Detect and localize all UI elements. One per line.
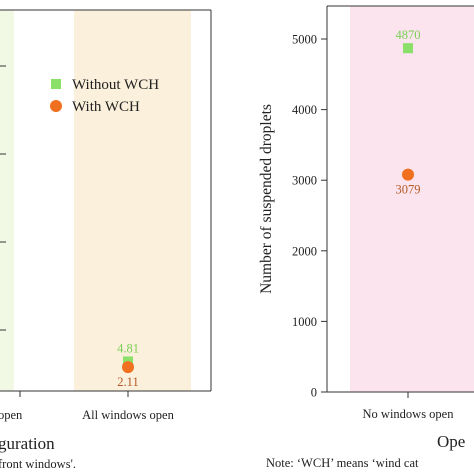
left-band-1	[0, 10, 14, 391]
right-note: Note: ‘WCH’ means ‘wind cat	[266, 456, 419, 470]
right-y-tick-label-2: 2000	[292, 244, 317, 258]
right-point-without-wch	[403, 43, 413, 54]
legend-without-wch-marker	[51, 79, 61, 89]
legend-without-wch-label: Without WCH	[72, 77, 159, 93]
right-y-tick-label-5: 5000	[292, 33, 317, 47]
left-data-label-with-wch: 2.11	[117, 375, 138, 389]
right-y-axis-label: Number of suspended droplets	[258, 104, 275, 294]
right-data-label-without-wch: 4870	[396, 28, 421, 42]
left-note: front windows'.	[0, 457, 76, 471]
right-x-axis-label: Ope	[437, 432, 465, 451]
left-x-tick-label-2: All windows open	[82, 408, 174, 422]
right-y-tick-label-0: 0	[311, 386, 317, 400]
right-chart-panel: 0 1000 2000 3000 4000 5000 Number of suspende…	[258, 5, 474, 470]
right-x-tick-label-1: No windows open	[363, 407, 455, 421]
left-band-2	[74, 10, 191, 391]
legend-with-wch-label: With WCH	[72, 99, 140, 115]
left-data-label-without-wch: 4.81	[117, 341, 139, 355]
left-chart-panel: open All windows open guration front win…	[0, 9, 212, 471]
right-y-tick-label-4: 4000	[292, 103, 317, 117]
legend-with-wch-marker	[50, 100, 62, 112]
right-point-with-wch	[402, 168, 414, 181]
right-band-1	[350, 6, 474, 392]
left-point-with-wch	[122, 361, 134, 374]
right-data-label-with-wch: 3079	[396, 183, 421, 197]
left-x-tick-label-1: open	[0, 408, 23, 422]
left-x-axis-label: guration	[0, 434, 55, 453]
right-y-tick-label-1: 1000	[292, 315, 317, 329]
right-y-tick-label-3: 3000	[292, 174, 317, 188]
